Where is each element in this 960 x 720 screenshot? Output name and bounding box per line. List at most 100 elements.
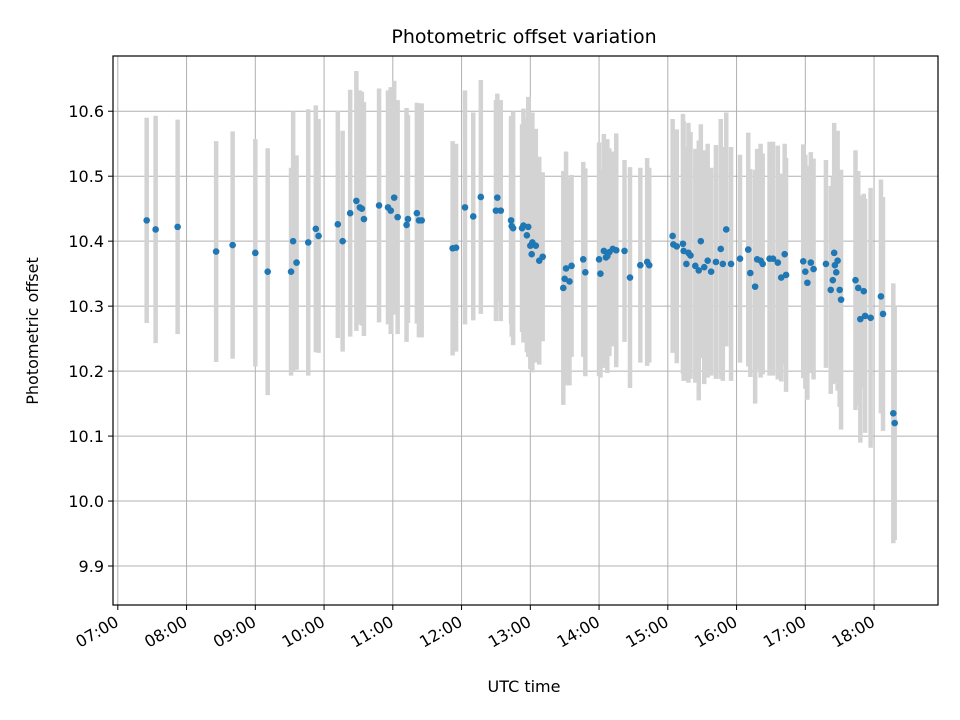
data-point: [339, 237, 346, 245]
data-point: [579, 256, 587, 263]
data-point: [229, 241, 236, 249]
data-point: [390, 194, 398, 201]
data-point: [600, 247, 608, 255]
data-point: [837, 296, 845, 303]
x-tick-label: 14:00: [554, 612, 603, 652]
x-tick-label: 09:00: [210, 612, 259, 652]
data-point: [375, 202, 383, 209]
y-axis-ticks: 9.9 10.0 10.1 10.2 10.3 10.4 10.5 10.6: [68, 102, 113, 576]
data-point: [704, 257, 711, 264]
data-point: [452, 244, 460, 251]
data-point: [683, 260, 690, 268]
data-point: [860, 287, 868, 295]
data-point: [152, 226, 159, 233]
data-point: [304, 239, 312, 246]
data-point: [810, 265, 817, 273]
data-point: [719, 260, 727, 268]
x-tick-label: 13:00: [485, 612, 534, 652]
data-point: [769, 255, 777, 263]
data-point: [637, 261, 644, 269]
data-point: [461, 204, 469, 211]
data-point: [264, 268, 271, 276]
data-point: [822, 260, 830, 268]
data-point: [413, 209, 421, 217]
data-point: [360, 215, 368, 223]
data-point: [562, 265, 570, 272]
y-tick-label: 10.0: [68, 492, 104, 511]
data-point: [387, 207, 395, 214]
y-axis-title: Photometric offset: [23, 257, 42, 405]
data-point: [403, 221, 410, 229]
y-tick-label: 10.4: [68, 232, 104, 251]
data-point: [566, 278, 573, 285]
data-point: [492, 207, 500, 214]
data-point: [494, 194, 501, 201]
data-point: [509, 224, 517, 232]
data-point: [747, 269, 754, 277]
data-point: [857, 315, 864, 323]
data-point: [595, 256, 603, 263]
data-point: [807, 259, 815, 266]
data-point: [568, 262, 575, 270]
data-points: [143, 193, 898, 427]
data-point: [827, 286, 835, 294]
data-point: [707, 268, 715, 276]
data-point: [877, 293, 885, 300]
y-tick-label: 10.2: [68, 362, 104, 381]
data-point: [854, 284, 862, 292]
data-point: [832, 269, 840, 276]
data-point: [727, 260, 735, 268]
data-point: [528, 250, 535, 258]
data-point: [687, 252, 694, 259]
data-point: [293, 259, 300, 266]
x-tick-label: 11:00: [347, 612, 396, 652]
data-point: [879, 310, 887, 318]
data-point: [836, 286, 843, 294]
x-tick-label: 10:00: [279, 612, 328, 652]
data-point: [346, 209, 354, 217]
data-point: [717, 245, 725, 253]
data-point: [626, 274, 634, 281]
data-point: [804, 279, 811, 287]
data-point: [669, 232, 676, 240]
data-point: [697, 237, 705, 245]
plot-frame: [112, 55, 939, 606]
x-tick-label: 12:00: [416, 612, 465, 652]
x-tick-label: 15:00: [622, 612, 671, 652]
x-axis-title: UTC time: [488, 677, 561, 696]
data-point: [830, 249, 838, 257]
data-point: [722, 226, 730, 233]
y-tick-label: 10.3: [68, 297, 104, 316]
data-point: [736, 255, 744, 263]
data-point: [212, 248, 220, 255]
data-point: [781, 250, 788, 258]
y-tick-label: 10.1: [68, 427, 104, 446]
data-point: [497, 207, 505, 214]
data-point: [774, 259, 782, 266]
data-point: [560, 284, 567, 292]
data-point: [891, 419, 898, 427]
data-point: [561, 275, 568, 283]
chart-title: Photometric offset variation: [391, 26, 656, 48]
y-tick-label: 10.6: [68, 102, 104, 121]
data-point: [524, 223, 532, 231]
error-bars: [144, 70, 897, 544]
data-point: [289, 237, 297, 245]
data-point: [477, 193, 485, 201]
data-point: [802, 268, 809, 276]
data-point: [867, 314, 874, 322]
data-point: [469, 213, 477, 220]
data-point: [334, 220, 342, 228]
x-tick-label: 18:00: [829, 612, 878, 652]
data-point: [712, 258, 720, 266]
data-point: [523, 232, 531, 239]
data-point: [418, 217, 425, 224]
data-point: [143, 217, 150, 224]
data-point: [861, 312, 869, 320]
x-tick-label: 07:00: [72, 612, 121, 652]
data-point: [582, 269, 589, 276]
data-point: [679, 240, 687, 248]
data-point: [252, 249, 259, 257]
data-point: [834, 257, 841, 264]
